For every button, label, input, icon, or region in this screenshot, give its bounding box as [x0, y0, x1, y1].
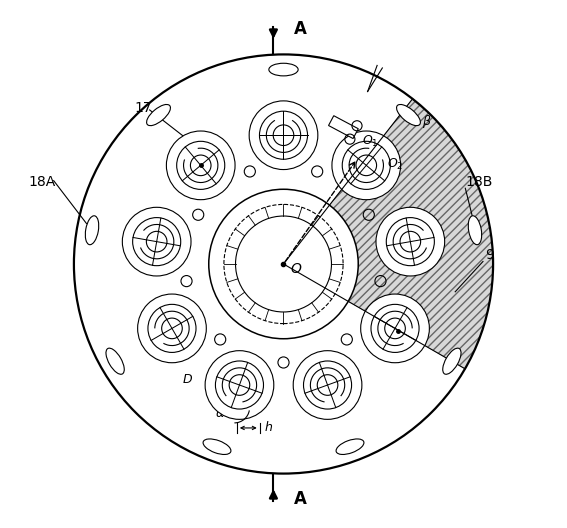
Ellipse shape — [203, 439, 231, 455]
Polygon shape — [328, 116, 358, 138]
Circle shape — [209, 189, 358, 339]
Text: $O_1$: $O_1$ — [362, 134, 378, 149]
Ellipse shape — [468, 216, 482, 244]
Text: 9: 9 — [485, 248, 494, 262]
Circle shape — [361, 294, 429, 363]
Ellipse shape — [85, 216, 99, 244]
Circle shape — [376, 208, 445, 276]
Text: $O$: $O$ — [290, 262, 302, 276]
Text: D: D — [183, 373, 192, 386]
Circle shape — [332, 131, 401, 200]
Circle shape — [166, 131, 235, 200]
Circle shape — [293, 351, 362, 419]
Circle shape — [205, 351, 274, 419]
Text: A: A — [294, 490, 307, 508]
Text: $O_2$: $O_2$ — [387, 157, 404, 172]
Text: 17: 17 — [134, 101, 152, 116]
Ellipse shape — [336, 439, 364, 455]
Circle shape — [122, 208, 191, 276]
Circle shape — [249, 101, 318, 169]
Text: 18A: 18A — [28, 175, 56, 188]
Text: A: A — [294, 20, 307, 38]
Text: $\beta$: $\beta$ — [422, 113, 432, 130]
Ellipse shape — [147, 105, 171, 126]
Circle shape — [138, 294, 206, 363]
Ellipse shape — [396, 105, 420, 126]
Text: h: h — [265, 421, 273, 435]
Ellipse shape — [269, 63, 298, 76]
Text: 18B: 18B — [466, 175, 493, 188]
Ellipse shape — [443, 348, 461, 374]
Polygon shape — [284, 99, 493, 369]
Text: $\alpha$: $\alpha$ — [215, 407, 225, 420]
Ellipse shape — [106, 348, 124, 374]
